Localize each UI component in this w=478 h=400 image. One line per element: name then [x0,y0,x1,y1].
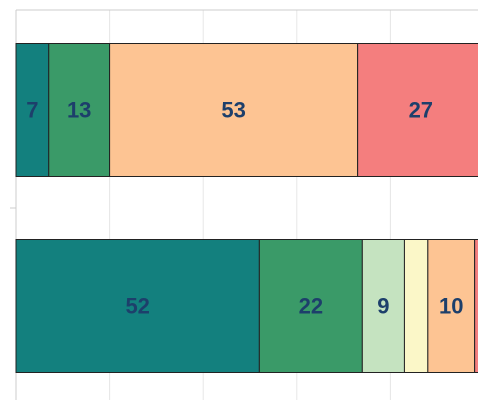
data-label: 22 [299,294,323,319]
data-label: 10 [439,294,463,319]
bar-segment [403,239,429,373]
bar-segment [427,239,476,373]
data-label: 9 [377,294,389,319]
data-label: 53 [221,98,245,123]
bar-segment [258,239,363,373]
data-label: 13 [67,98,91,123]
data-label: 52 [125,294,149,319]
data-label: 7 [26,98,38,123]
bar-segment [109,43,359,177]
bar-segment [474,239,478,373]
bar-segment [357,43,478,177]
bar-segment [361,239,405,373]
bar-segment [15,239,260,373]
bar-segment [15,43,50,177]
data-label: 27 [409,98,433,123]
bar-segment [48,43,111,177]
